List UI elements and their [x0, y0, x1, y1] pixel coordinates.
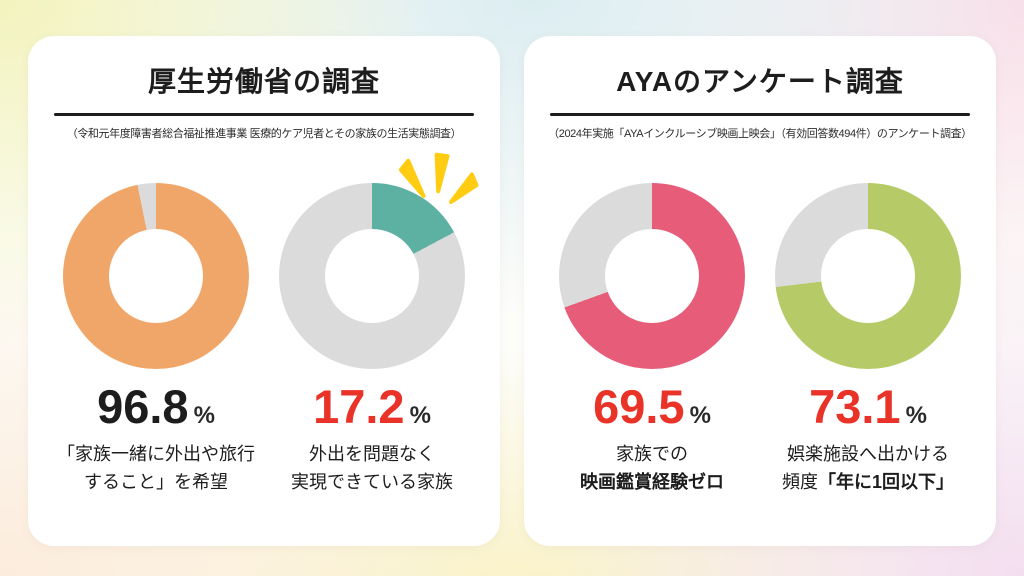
donut-ring: [63, 183, 249, 369]
percent-unit: %: [409, 402, 431, 429]
caption-text: 家族での: [616, 444, 688, 464]
donut-ring: [279, 183, 465, 369]
stat-caption: 娯楽施設へ出かける 頻度「年に1回以下」: [782, 441, 954, 497]
stat-caption: 「家族一緒に外出や旅行 すること」を希望: [57, 441, 255, 497]
caption-text-bold: 「年に1回以下」: [817, 471, 954, 492]
caption-line: 映画鑑賞経験ゼロ: [580, 469, 724, 497]
stat: 96.8 %: [97, 383, 215, 430]
caption-line: 頻度「年に1回以下」: [782, 469, 954, 497]
card-subtitle: （令和元年度障害者総合福祉推進事業 医療的ケア児者とその家族の生活実態調査）: [66, 128, 462, 140]
caption-line: 「家族一緒に外出や旅行: [57, 441, 255, 469]
donut-hole: [821, 229, 915, 323]
survey-card-aya: AYAのアンケート調査 （2024年実施「AYAインクルーシブ映画上映会」（有効…: [524, 36, 996, 546]
caption-line: 家族での: [580, 441, 724, 469]
caption-line: 実現できている家族: [291, 469, 453, 497]
donut-ring: [559, 183, 745, 369]
donut-chart-outing-wish: 96.8 % 「家族一緒に外出や旅行 すること」を希望: [48, 183, 264, 497]
percent-unit: %: [689, 402, 711, 429]
percent-value: 73.1: [809, 380, 901, 433]
caption-text-bold: 映画鑑賞経験ゼロ: [580, 471, 724, 492]
title-divider: [54, 113, 474, 116]
donut-hole: [605, 229, 699, 323]
card-title: 厚生労働省の調査: [147, 66, 380, 97]
percent-value: 17.2: [313, 380, 405, 433]
caption-line: 娯楽施設へ出かける: [782, 441, 954, 469]
percent-value: 69.5: [593, 380, 685, 433]
caption-text: すること」を希望: [84, 471, 228, 492]
caption-text: 実現できている家族: [291, 471, 453, 492]
donut-wrap: [279, 152, 479, 369]
card-title: AYAのアンケート調査: [616, 66, 904, 97]
title-divider: [550, 113, 970, 116]
donut-chart-outing-achieved: 17.2 % 外出を問題なく 実現できている家族: [264, 152, 480, 497]
card-subtitle: （2024年実施「AYAインクルーシブ映画上映会」（有効回答数494件）のアンケ…: [548, 128, 972, 140]
donut-chart-leisure-frequency: 73.1 % 娯楽施設へ出かける 頻度「年に1回以下」: [760, 183, 976, 497]
stat: 17.2 %: [313, 383, 431, 430]
percent-value: 96.8: [97, 380, 189, 433]
percent-unit: %: [905, 402, 927, 429]
caption-text: 頻度: [781, 471, 818, 492]
donut-wrap: [775, 183, 961, 369]
caption-text: 娯楽施設へ出かける: [786, 444, 949, 464]
donut-ring: [775, 183, 961, 369]
caption-line: すること」を希望: [57, 469, 255, 497]
stat-caption: 外出を問題なく 実現できている家族: [291, 441, 453, 497]
caption-text: 外出を問題なく: [309, 444, 435, 464]
stat: 73.1 %: [809, 383, 927, 430]
caption-text: 「家族一緒に外出や旅行: [57, 444, 255, 464]
percent-unit: %: [193, 402, 215, 429]
donut-chart-movie-experience: 69.5 % 家族での 映画鑑賞経験ゼロ: [544, 183, 760, 497]
survey-card-mhlw: 厚生労働省の調査 （令和元年度障害者総合福祉推進事業 医療的ケア児者とその家族の…: [28, 36, 500, 546]
charts-row: 96.8 % 「家族一緒に外出や旅行 すること」を希望: [48, 152, 480, 497]
sparkle-icon: [398, 152, 479, 204]
stat-caption: 家族での 映画鑑賞経験ゼロ: [580, 441, 724, 497]
donut-hole: [325, 229, 419, 323]
donut-wrap: [63, 183, 249, 369]
charts-row: 69.5 % 家族での 映画鑑賞経験ゼロ 73.1 %: [544, 183, 976, 497]
donut-hole: [109, 229, 203, 323]
stat: 69.5 %: [593, 383, 711, 430]
caption-line: 外出を問題なく: [291, 441, 453, 469]
donut-wrap: [559, 183, 745, 369]
